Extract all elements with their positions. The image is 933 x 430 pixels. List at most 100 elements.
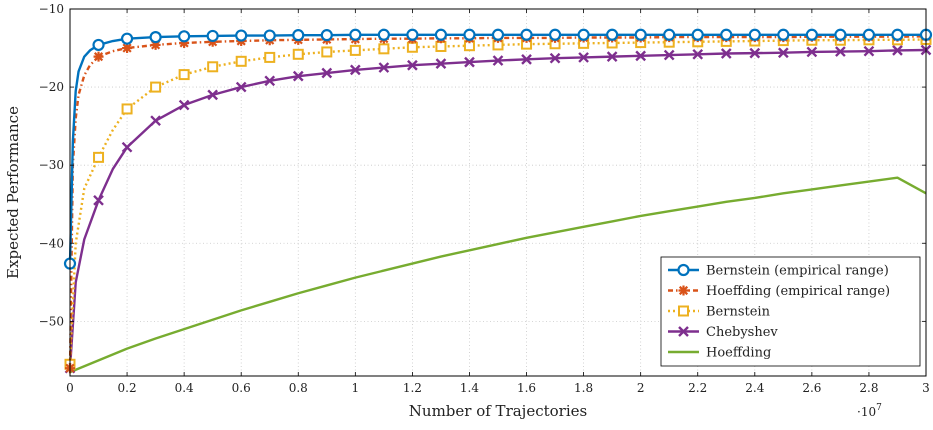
data-point — [521, 54, 532, 65]
data-point — [663, 28, 676, 41]
y-tick-label: −30 — [39, 158, 64, 172]
data-point — [150, 39, 161, 50]
x-axis-multiplier-base: ·10 — [857, 405, 876, 419]
data-point — [122, 43, 133, 54]
data-point — [577, 28, 590, 41]
marker-shape — [463, 28, 476, 41]
data-point — [407, 59, 418, 71]
series-line — [68, 33, 926, 264]
x-tick-label: 0 — [66, 381, 74, 395]
y-tick-label: −50 — [39, 314, 64, 328]
data-point — [149, 31, 162, 44]
data-point — [121, 141, 133, 153]
data-point — [150, 115, 161, 127]
marker-shape — [207, 89, 219, 101]
marker-shape — [178, 69, 190, 81]
data-point — [93, 151, 105, 163]
marker-shape — [378, 62, 390, 73]
data-point — [378, 62, 390, 73]
legend-label: Chebyshev — [706, 325, 778, 340]
data-point — [178, 30, 191, 43]
data-point — [235, 29, 248, 42]
x-tick-label: 0.6 — [232, 381, 251, 395]
marker-shape — [120, 32, 134, 45]
axes-frame — [69, 8, 927, 377]
marker-shape — [406, 41, 418, 53]
marker-shape — [150, 81, 162, 93]
marker-shape — [663, 28, 676, 41]
marker-shape — [407, 59, 418, 71]
y-tick-label: −10 — [39, 2, 64, 16]
series-line — [68, 38, 927, 365]
marker-shape — [634, 28, 647, 41]
data-point — [691, 28, 704, 41]
series-hoeffding — [69, 176, 927, 374]
marker-shape — [663, 49, 675, 61]
x-axis-multiplier-exponent: 7 — [876, 403, 882, 413]
data-point — [491, 28, 505, 41]
marker-shape — [93, 194, 104, 206]
marker-shape — [491, 28, 505, 41]
marker-shape — [748, 28, 761, 41]
marker-shape — [434, 28, 448, 41]
x-tick-label: 0.2 — [118, 381, 137, 395]
marker-shape — [207, 61, 219, 73]
x-tick-label: 2 — [637, 381, 645, 395]
marker-shape — [435, 40, 447, 52]
data-point — [378, 43, 390, 55]
data-point — [720, 48, 732, 59]
x-tick-label: 0.8 — [289, 381, 308, 395]
axis-ticks: 0 0.2 0.4 0.6 0.8 1 1.2 1.4 1.6 1.8 2 2.2 2.4 2.6 2.8 3… — [39, 2, 930, 395]
marker-shape — [292, 29, 305, 42]
x-tick-label: 2.6 — [802, 381, 821, 395]
data-point — [292, 48, 304, 60]
data-point — [292, 70, 304, 82]
data-point — [892, 45, 903, 56]
data-point — [207, 89, 219, 101]
data-point — [235, 81, 247, 93]
data-point — [321, 46, 333, 58]
plot-area — [63, 28, 933, 374]
data-point — [235, 55, 247, 67]
marker-shape — [235, 55, 247, 67]
data-point — [178, 69, 190, 81]
data-point — [321, 67, 333, 79]
data-point — [349, 28, 362, 41]
legend-item-bernstein: Bernstein — [668, 305, 771, 320]
data-point — [606, 28, 619, 41]
data-point — [377, 28, 390, 41]
data-point — [748, 28, 761, 41]
legend-label: Hoeffding — [706, 346, 771, 361]
marker-shape — [777, 47, 789, 59]
marker-shape — [691, 28, 704, 41]
marker-shape — [435, 58, 447, 70]
x-tick-label: 1.6 — [517, 381, 536, 395]
marker-shape — [320, 29, 333, 42]
data-point — [435, 40, 447, 52]
legend-item-hoeffding: Hoeffding — [668, 346, 771, 361]
marker-shape — [549, 52, 561, 64]
marker-shape — [678, 305, 689, 317]
marker-shape — [692, 48, 704, 60]
data-point — [207, 61, 219, 73]
marker-shape — [720, 28, 733, 41]
data-point — [92, 38, 105, 52]
x-tick-label: 2.2 — [688, 381, 707, 395]
data-point — [434, 28, 448, 41]
marker-shape — [863, 45, 875, 57]
marker-shape — [635, 50, 647, 62]
marker-shape — [264, 51, 276, 63]
marker-shape — [678, 285, 689, 296]
legend-item-hoeffding-empirical-range: Hoeffding (empirical range) — [668, 284, 890, 299]
data-point — [349, 64, 361, 76]
marker-shape — [806, 46, 818, 58]
series-line — [69, 176, 927, 374]
data-point — [264, 51, 276, 63]
data-point — [634, 28, 647, 41]
x-tick-label: 1.4 — [460, 381, 479, 395]
legend-box — [660, 256, 921, 367]
marker-shape — [292, 48, 304, 60]
marker-shape — [378, 43, 390, 55]
